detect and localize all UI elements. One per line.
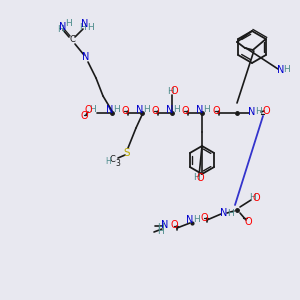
Text: H: H <box>202 106 209 115</box>
Text: H: H <box>88 22 94 32</box>
Text: O: O <box>252 193 260 203</box>
Text: H: H <box>112 106 119 115</box>
Text: N: N <box>136 105 144 115</box>
Text: N: N <box>82 52 90 62</box>
Text: O: O <box>244 217 252 227</box>
Text: H: H <box>157 227 164 236</box>
Text: O: O <box>196 173 204 183</box>
Text: S: S <box>124 148 130 158</box>
Text: O: O <box>170 86 178 96</box>
Text: O: O <box>170 220 178 230</box>
Text: N: N <box>248 107 256 117</box>
Text: N: N <box>220 208 228 218</box>
Text: H: H <box>167 86 173 95</box>
Text: O: O <box>212 106 220 116</box>
Text: O: O <box>151 106 159 116</box>
Text: N: N <box>166 105 174 115</box>
Text: C: C <box>109 154 115 164</box>
Text: N: N <box>196 105 204 115</box>
Text: H: H <box>66 20 72 28</box>
Text: H: H <box>193 215 200 224</box>
Text: H: H <box>226 208 233 217</box>
Text: H: H <box>193 173 200 182</box>
Text: H: H <box>142 106 149 115</box>
Text: H: H <box>88 106 95 115</box>
Text: O: O <box>262 106 270 116</box>
Text: H: H <box>105 158 111 166</box>
Text: N: N <box>186 215 194 225</box>
Text: H: H <box>57 26 63 34</box>
Text: N: N <box>161 220 169 230</box>
Text: N: N <box>59 22 67 32</box>
Text: N: N <box>106 105 114 115</box>
Text: H: H <box>284 65 290 74</box>
Text: O: O <box>121 106 129 116</box>
Text: N: N <box>277 65 285 75</box>
Text: C: C <box>69 35 75 44</box>
Text: O: O <box>181 106 189 116</box>
Text: H: H <box>158 224 164 232</box>
Text: O: O <box>80 111 88 121</box>
Text: O: O <box>84 105 92 115</box>
Text: H: H <box>249 194 255 202</box>
Text: N: N <box>81 19 89 29</box>
Text: H: H <box>79 22 86 32</box>
Text: O: O <box>200 213 208 223</box>
Text: H: H <box>172 106 179 115</box>
Text: H: H <box>255 107 261 116</box>
Text: 3: 3 <box>116 158 120 167</box>
